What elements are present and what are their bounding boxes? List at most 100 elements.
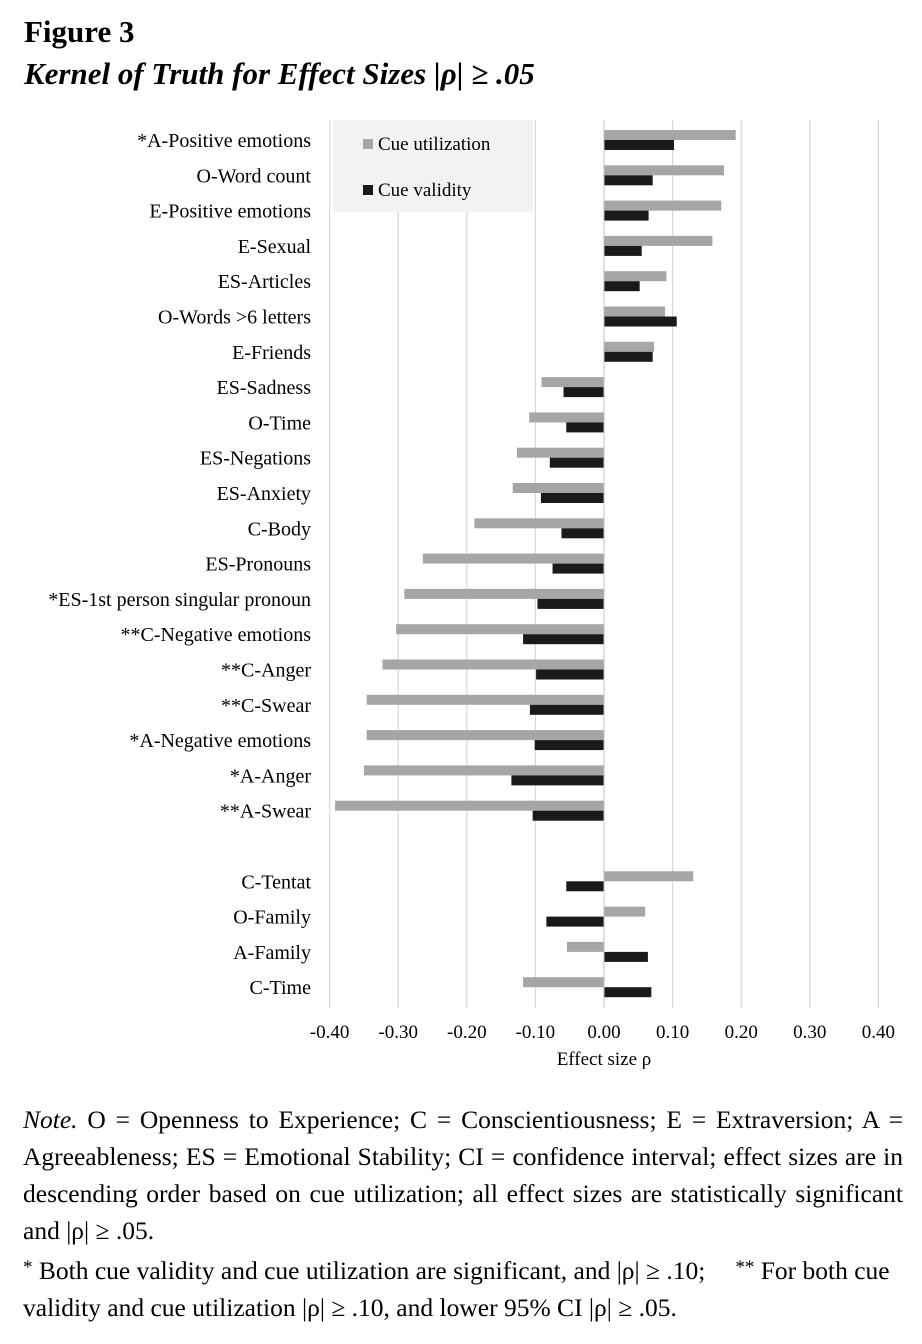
category-label: O-Family	[233, 907, 311, 929]
category-label: O-Words >6 letters	[158, 307, 311, 329]
legend-background	[333, 120, 533, 212]
bar-cue-utilization	[363, 765, 604, 776]
single-star-text: Both cue validity and cue utilization ar…	[32, 1256, 706, 1285]
note-label: Note.	[23, 1105, 78, 1134]
bar-cue-utilization	[366, 730, 604, 741]
category-label: *ES-1st person singular pronoun	[48, 589, 311, 611]
legend-swatch-cue-validity	[363, 185, 373, 195]
bar-cue-utilization	[474, 518, 604, 529]
x-tick-label: -0.20	[447, 1022, 487, 1043]
category-label: ES-Negations	[200, 448, 311, 470]
bar-cue-utilization	[335, 800, 604, 811]
category-label: *A-Negative emotions	[129, 730, 311, 752]
x-tick-label: -0.30	[378, 1022, 418, 1043]
category-label: *A-Anger	[230, 765, 311, 787]
category-label: E-Positive emotions	[149, 201, 311, 223]
bar-chart: *A-Positive emotions O-Word count E-Positi…	[48, 120, 895, 1070]
bar-cue-validity	[566, 422, 604, 433]
note-paragraph: Note. O = Openness to Experience; C = Co…	[23, 1101, 903, 1249]
category-label: C-Tentat	[241, 871, 311, 893]
bar-cue-validity	[534, 740, 604, 751]
bar-cue-utilization	[404, 588, 604, 599]
bar-cue-utilization	[396, 624, 604, 635]
bar-cue-validity	[604, 316, 677, 327]
category-label: C-Time	[249, 977, 311, 999]
bar-cue-utilization	[382, 659, 604, 670]
bar-cue-validity	[537, 598, 604, 609]
double-star-text: For both cue validity and cue utilizatio…	[23, 1256, 890, 1322]
x-tick-label: 0.10	[656, 1022, 689, 1043]
category-label: E-Friends	[232, 342, 311, 364]
figure-title: Kernel of Truth for Effect Sizes |ρ| ≥ .…	[24, 56, 535, 91]
category-label: O-Time	[248, 412, 311, 434]
bar-cue-utilization	[604, 200, 722, 211]
bar-cue-utilization	[422, 553, 604, 564]
bars	[335, 120, 736, 1008]
x-axis-label: Effect size ρ	[557, 1049, 652, 1070]
bar-cue-validity	[532, 810, 604, 821]
x-tick-label: -0.10	[516, 1022, 556, 1043]
x-tick-labels: -0.40 -0.30 -0.20 -0.10 0.00 0.10 0.20 0.30 0.40	[310, 1022, 895, 1043]
legend-swatch-cue-utilization	[363, 139, 373, 149]
bar-cue-utilization	[516, 447, 604, 458]
bar-cue-validity	[604, 140, 674, 150]
bar-cue-utilization	[604, 306, 666, 317]
bar-cue-validity	[566, 881, 604, 892]
category-label: E-Sexual	[238, 236, 312, 258]
legend-label-cue-validity: Cue validity	[378, 180, 472, 201]
category-label: **C-Swear	[221, 695, 311, 717]
category-label: O-Word count	[197, 165, 312, 187]
bar-cue-utilization	[604, 130, 736, 140]
bar-cue-validity	[549, 457, 604, 468]
bar-cue-validity	[604, 245, 642, 256]
bar-cue-validity	[604, 351, 653, 362]
bar-cue-utilization	[566, 941, 604, 952]
note-significance: * Both cue validity and cue utilization …	[23, 1249, 903, 1326]
category-label: **C-Negative emotions	[120, 624, 311, 646]
bar-cue-validity	[546, 916, 604, 927]
x-tick-label: 0.00	[587, 1022, 620, 1043]
bar-cue-utilization	[604, 906, 646, 917]
bar-cue-validity	[536, 669, 604, 680]
x-tick-label: -0.40	[310, 1022, 350, 1043]
bar-cue-utilization	[604, 165, 725, 176]
bar-cue-validity	[563, 387, 604, 398]
bar-cue-utilization	[604, 235, 713, 246]
legend-label-cue-utilization: Cue utilization	[378, 134, 491, 155]
bar-cue-utilization	[529, 412, 604, 423]
bar-cue-validity	[529, 704, 604, 715]
bar-cue-validity	[604, 951, 648, 962]
bar-cue-validity	[511, 775, 604, 786]
category-label: ES-Anxiety	[217, 483, 311, 505]
bar-cue-validity	[561, 528, 604, 539]
bar-cue-utilization	[604, 871, 694, 882]
bar-cue-utilization	[541, 377, 604, 388]
bar-cue-validity	[604, 987, 652, 998]
category-label: ES-Articles	[218, 271, 312, 293]
x-tick-label: 0.20	[725, 1022, 758, 1043]
category-label: A-Family	[233, 942, 311, 964]
x-tick-label: 0.40	[862, 1022, 895, 1043]
category-label: ES-Sadness	[217, 377, 312, 399]
bar-cue-utilization	[604, 271, 667, 282]
bar-cue-utilization	[523, 977, 604, 988]
bar-cue-validity	[523, 634, 604, 645]
bar-cue-utilization	[366, 694, 604, 705]
bar-cue-validity	[604, 175, 653, 186]
category-labels: *A-Positive emotions O-Word count E-Positi…	[48, 130, 311, 999]
category-label: *A-Positive emotions	[137, 130, 311, 152]
category-label: C-Body	[248, 518, 311, 540]
category-label: ES-Pronouns	[205, 554, 311, 576]
bar-cue-utilization	[512, 483, 604, 493]
bar-cue-validity	[604, 281, 640, 292]
single-star-marker: *	[23, 1257, 33, 1278]
bar-cue-validity	[552, 563, 604, 574]
figure-number: Figure 3	[24, 14, 135, 49]
grid-lines	[329, 120, 880, 1008]
category-label: **C-Anger	[221, 660, 311, 682]
bar-cue-validity	[604, 210, 649, 221]
category-label: **A-Swear	[220, 801, 311, 823]
double-star-marker: **	[735, 1257, 755, 1278]
x-tick-label: 0.30	[793, 1022, 826, 1043]
legend: Cue utilization Cue validity	[333, 120, 533, 212]
